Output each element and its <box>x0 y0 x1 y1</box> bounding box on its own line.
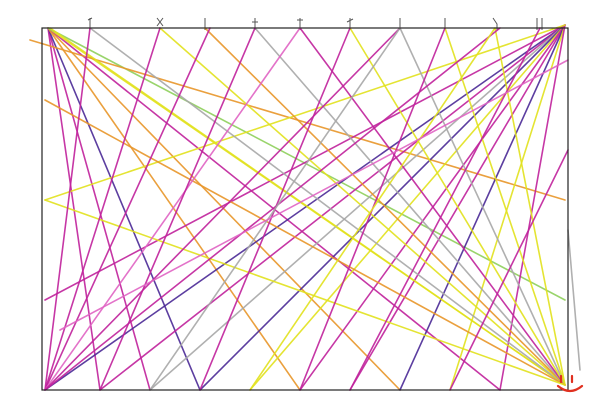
diagonal-lines <box>59 27 581 391</box>
string-line <box>49 27 566 386</box>
string-line <box>399 27 566 386</box>
string-line <box>349 27 566 386</box>
string-line <box>47 27 151 391</box>
string-line <box>99 24 566 391</box>
smiley-mark <box>556 374 584 393</box>
string-line <box>44 24 566 301</box>
string-line <box>44 24 566 201</box>
string-line <box>44 27 301 391</box>
string-line <box>249 27 496 391</box>
string-line <box>47 27 301 391</box>
bottom-left-fan <box>44 27 501 391</box>
string-line <box>449 24 566 391</box>
string-line <box>44 27 161 391</box>
string-line <box>149 24 566 391</box>
string-line <box>44 199 566 386</box>
string-line <box>444 27 566 386</box>
string-line <box>44 24 566 391</box>
string-line <box>44 27 401 391</box>
string-line <box>47 27 401 391</box>
string-line <box>89 27 566 386</box>
string-line <box>44 99 566 386</box>
string-line <box>44 27 211 391</box>
string-line <box>47 27 501 391</box>
string-line <box>494 27 566 386</box>
bottom-right-fan <box>44 27 566 386</box>
string-line <box>99 27 256 391</box>
string-line <box>47 27 201 391</box>
string-line <box>44 27 501 391</box>
string-line <box>44 27 91 391</box>
string-line <box>349 27 541 391</box>
string-line <box>149 27 401 391</box>
string-line <box>199 24 566 391</box>
frame <box>41 27 569 391</box>
string-line <box>159 27 566 386</box>
string-line <box>449 149 569 391</box>
string-line <box>47 27 101 391</box>
tick-mark <box>156 17 164 27</box>
string-line <box>249 24 566 391</box>
string-line <box>254 27 566 386</box>
string-line <box>59 59 569 331</box>
string-line <box>499 24 566 391</box>
string-line <box>204 27 566 386</box>
string-line <box>299 27 566 386</box>
string-line <box>567 229 581 371</box>
